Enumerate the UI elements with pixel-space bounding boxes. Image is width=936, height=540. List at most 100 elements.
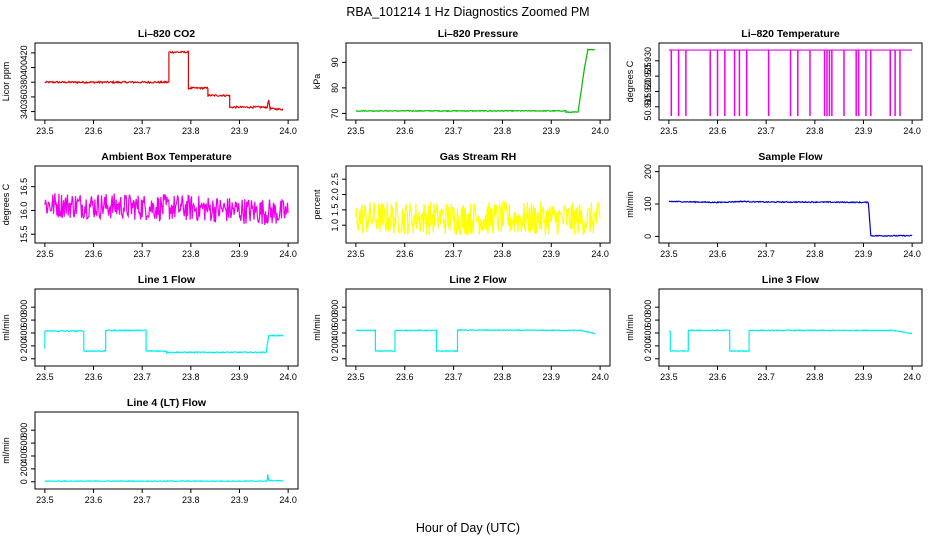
y-tick-label: 50.920	[643, 78, 653, 106]
plot-frame	[345, 288, 611, 367]
series-line	[668, 329, 913, 353]
y-axis-label: percent	[312, 189, 322, 220]
plot-frame	[345, 42, 611, 121]
x-tick-label: 23.5	[660, 372, 678, 382]
x-tick-label: 23.9	[231, 372, 249, 382]
series-line	[44, 329, 284, 355]
x-tick-label: 23.6	[396, 126, 414, 136]
y-tick-label: 80	[330, 83, 340, 93]
x-tick-label: 24.0	[279, 249, 297, 259]
y-tick-label: 200	[643, 338, 653, 353]
x-tick-label: 24.0	[591, 249, 609, 259]
x-tick-label: 23.7	[445, 126, 463, 136]
series-line	[44, 474, 284, 483]
x-tick-label: 24.0	[591, 126, 609, 136]
y-tick-label: 200	[19, 461, 29, 476]
y-tick-label: 600	[19, 313, 29, 328]
y-axis-label: ml/min	[625, 191, 635, 218]
y-tick-label: 400	[643, 325, 653, 340]
series-group	[355, 48, 596, 114]
plot-frame	[34, 411, 299, 490]
y-tick-label: 1.0	[330, 219, 340, 232]
y-tick-label: 50.915	[643, 93, 653, 121]
series-line	[355, 48, 596, 114]
series-group	[668, 329, 913, 353]
x-tick-label: 23.8	[494, 372, 512, 382]
figure-title: RBA_101214 1 Hz Diagnostics Zoomed PM	[346, 5, 589, 19]
x-tick-label: 23.8	[182, 372, 200, 382]
y-tick-label: 70	[330, 108, 340, 118]
x-tick-label: 24.0	[279, 372, 297, 382]
panel-6: Sample Flow ml/min 0 100 200 23.5 23.6 23.7 23.8…	[625, 151, 923, 259]
y-tick-label: 0	[643, 356, 653, 361]
x-tick-label: 23.8	[494, 249, 512, 259]
y-tick-label: 400	[19, 60, 29, 75]
x-tick-label: 23.6	[85, 249, 103, 259]
x-tick-label: 23.8	[182, 126, 200, 136]
y-tick-label: 2.5	[330, 173, 340, 186]
plot-frame	[345, 165, 611, 244]
x-tick-label: 23.8	[806, 126, 824, 136]
panel-title: Line 4 (LT) Flow	[127, 397, 207, 409]
x-tick-label: 23.8	[182, 249, 200, 259]
x-tick-label: 23.7	[757, 126, 775, 136]
x-tick-label: 24.0	[591, 372, 609, 382]
x-tick-label: 24.0	[903, 126, 921, 136]
plot-frame	[658, 288, 923, 367]
y-tick-label: 600	[330, 313, 340, 328]
x-tick-label: 23.8	[806, 249, 824, 259]
panel-2: Li–820 Pressure kPa 70 80 90 23.5 23.6 23.7 23.8…	[312, 28, 611, 136]
y-tick-label: 380	[19, 75, 29, 90]
x-tick-label: 23.9	[543, 372, 561, 382]
x-tick-label: 23.5	[347, 249, 365, 259]
x-tick-label: 23.7	[445, 372, 463, 382]
x-tick-label: 23.8	[494, 126, 512, 136]
y-tick-label: 420	[19, 45, 29, 60]
panel-title: Line 1 Flow	[138, 274, 196, 286]
y-axis-label: degrees C	[1, 183, 11, 225]
x-tick-label: 23.5	[36, 372, 54, 382]
y-tick-label: 400	[19, 448, 29, 463]
x-tick-label: 23.8	[806, 372, 824, 382]
y-tick-label: 400	[330, 325, 340, 340]
series-group	[44, 474, 284, 483]
y-axis-label: ml/min	[1, 437, 11, 464]
x-tick-label: 24.0	[903, 249, 921, 259]
x-tick-label: 23.9	[855, 249, 873, 259]
series-line	[44, 50, 284, 112]
y-tick-label: 800	[19, 300, 29, 315]
x-tick-label: 23.5	[36, 249, 54, 259]
panel-title: Li–820 Temperature	[741, 28, 840, 40]
plot-frame	[658, 165, 923, 244]
panel-title: Line 3 Flow	[762, 274, 820, 286]
y-tick-label: 1.5	[330, 204, 340, 217]
x-tick-label: 23.9	[855, 372, 873, 382]
x-tick-label: 23.5	[36, 126, 54, 136]
x-tick-label: 23.9	[543, 126, 561, 136]
x-tick-label: 23.6	[85, 126, 103, 136]
series-group	[668, 49, 913, 116]
series-group	[44, 193, 289, 225]
x-tick-label: 23.9	[231, 249, 249, 259]
x-tick-label: 23.9	[231, 495, 249, 505]
y-tick-label: 90	[330, 57, 340, 67]
x-tick-label: 23.6	[396, 372, 414, 382]
x-tick-label: 23.7	[133, 249, 151, 259]
series-line	[355, 328, 596, 353]
series-line	[44, 193, 289, 225]
x-tick-label: 23.7	[133, 372, 151, 382]
x-tick-label: 24.0	[279, 495, 297, 505]
series-group	[44, 50, 284, 112]
x-tick-label: 23.6	[85, 495, 103, 505]
series-group	[355, 199, 601, 236]
x-tick-label: 23.7	[445, 249, 463, 259]
x-tick-label: 23.5	[660, 249, 678, 259]
plot-frame	[34, 165, 299, 244]
panel-4: Ambient Box Temperature degrees C 15.5 16.0…	[1, 151, 299, 259]
y-axis-label: Licor ppm	[1, 62, 11, 102]
x-tick-label: 23.9	[231, 126, 249, 136]
